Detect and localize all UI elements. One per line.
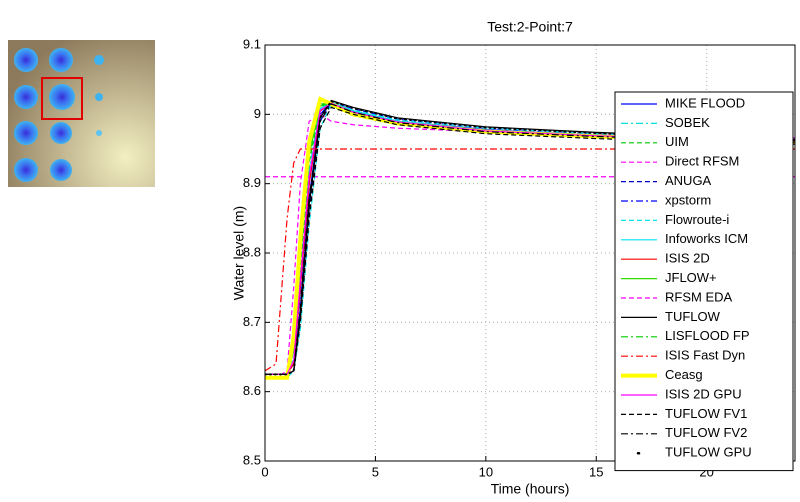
legend-label: Direct RFSM: [665, 154, 739, 169]
legend-label: Ceasg: [665, 367, 703, 382]
y-tick-label: 8.6: [243, 383, 261, 398]
y-axis-label: Water level (m): [231, 206, 247, 300]
series-line: [265, 148, 795, 372]
legend-label: Flowroute-i: [665, 212, 729, 227]
legend-box: [614, 91, 794, 472]
x-tick-label: 15: [589, 464, 603, 479]
series-lines: [265, 96, 795, 380]
y-tick-label: 8.9: [243, 175, 261, 190]
y-tick-label: 9.1: [243, 36, 261, 51]
axes-frame: [264, 44, 796, 462]
series-line: [265, 103, 795, 375]
y-tick-label: 8.7: [243, 314, 261, 329]
legend-label: MIKE FLOOD: [665, 95, 745, 110]
y-tick-label: 8.5: [243, 452, 261, 467]
y-tick-label: 8.8: [243, 244, 261, 259]
legend-label: TUFLOW FV2: [665, 425, 747, 440]
series-line: [265, 103, 795, 379]
series-line: [265, 99, 795, 376]
legend-label: JFLOW+: [665, 270, 717, 285]
legend-label: UIM: [665, 134, 689, 149]
legend: MIKE FLOOD SOBEK UIM Direct RFSM ANUGA xpstor…: [614, 91, 794, 472]
y-tick-label: 9: [254, 106, 261, 121]
legend-label: TUFLOW: [665, 309, 721, 324]
legend-label: xpstorm: [665, 192, 711, 207]
legend-label: SOBEK: [665, 115, 710, 130]
x-tick-label: 10: [479, 464, 493, 479]
legend-label: ISIS Fast Dyn: [665, 348, 745, 363]
legend-label: ISIS 2D: [665, 251, 710, 266]
chart-title: Test:2-Point:7: [487, 19, 573, 35]
series-line: [265, 106, 795, 375]
legend-label: ISIS 2D GPU: [665, 386, 742, 401]
legend-label: Infoworks ICM: [665, 231, 748, 246]
inset-map: [8, 40, 155, 187]
legend-label: TUFLOW FV1: [665, 406, 747, 421]
x-axis-label: Time (hours): [491, 481, 570, 497]
x-tick-label: 5: [372, 464, 379, 479]
legend-label: RFSM EDA: [665, 289, 733, 304]
x-tick-label: 0: [261, 464, 268, 479]
series-line: [265, 102, 795, 375]
legend-label: ANUGA: [665, 173, 712, 188]
legend-label: TUFLOW GPU: [665, 445, 752, 460]
legend-label: LISFLOOD FP: [665, 328, 750, 343]
